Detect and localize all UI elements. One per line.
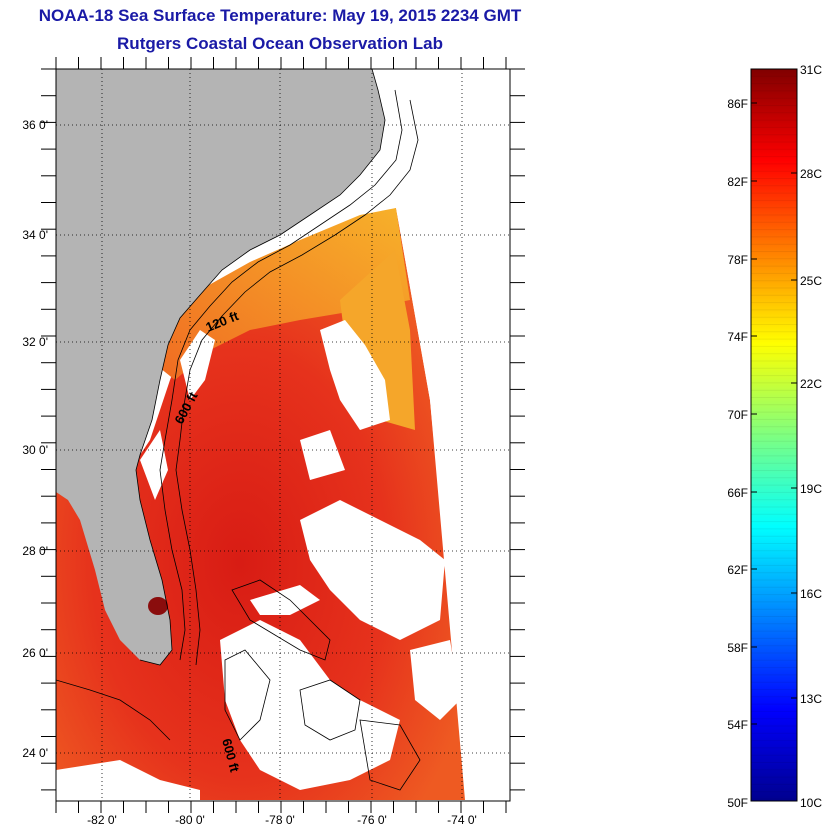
colorbar-ticks [751, 102, 797, 725]
c-label-22: 22C [800, 377, 822, 391]
map-frame [55, 68, 511, 802]
f-label-58: 58F [727, 641, 748, 655]
c-label-19: 19C [800, 482, 822, 496]
lat-labels: 36 0' 34 0' 32 0' 30 0' 28 0' 26 0' 24 0… [22, 118, 48, 760]
lon-label-82: -82 0' [87, 813, 117, 827]
c-label-25: 25C [800, 274, 822, 288]
lat-label-30: 30 0' [22, 443, 48, 457]
c-label-16: 16C [800, 587, 822, 601]
cloud-mask [56, 320, 460, 800]
no-data-region [396, 69, 510, 801]
f-label-74: 74F [727, 330, 748, 344]
lat-label-36: 36 0' [22, 118, 48, 132]
contour-120ft [159, 89, 403, 661]
f-label-62: 62F [727, 563, 748, 577]
f-label-86: 86F [727, 97, 748, 111]
colorbar-f-labels: 86F 82F 78F 74F 70F 66F 62F 58F 54F 50F [727, 97, 748, 810]
lon-label-78: -78 0' [265, 813, 295, 827]
map-subtitle: Rutgers Coastal Ocean Observation Lab [117, 34, 443, 53]
lon-label-74: -74 0' [447, 813, 477, 827]
isobath-contours [56, 69, 421, 791]
c-label-13: 13C [800, 692, 822, 706]
lat-label-32: 32 0' [22, 335, 48, 349]
colorbar-gradient [751, 69, 797, 801]
lat-label-34: 34 0' [22, 228, 48, 242]
c-label-10: 10C [800, 796, 822, 810]
colorbar: 86F 82F 78F 74F 70F 66F 62F 58F 54F 50F … [727, 63, 822, 810]
contour-600ft [175, 99, 419, 666]
map-title: NOAA-18 Sea Surface Temperature: May 19,… [38, 6, 522, 25]
f-label-54: 54F [727, 718, 748, 732]
f-label-82: 82F [727, 175, 748, 189]
colorbar-c-labels: 31C 28C 25C 22C 19C 16C 13C 10C [800, 63, 822, 810]
f-label-66: 66F [727, 486, 748, 500]
c-label-31: 31C [800, 63, 822, 77]
c-label-28: 28C [800, 167, 822, 181]
f-label-78: 78F [727, 253, 748, 267]
f-label-70: 70F [727, 408, 748, 422]
map-ticks [41, 57, 525, 813]
lake-okeechobee [148, 597, 168, 615]
lat-label-24: 24 0' [22, 746, 48, 760]
land-north-america [56, 69, 385, 665]
colorbar-frame [750, 68, 798, 802]
coastline [135, 69, 386, 666]
colorbar-bands [751, 68, 797, 800]
lon-label-80: -80 0' [175, 813, 205, 827]
lat-label-28: 28 0' [22, 544, 48, 558]
sst-map [56, 69, 510, 801]
lon-label-76: -76 0' [357, 813, 387, 827]
lat-label-26: 26 0' [22, 646, 48, 660]
lon-labels: -82 0' -80 0' -78 0' -76 0' -74 0' [87, 813, 477, 827]
f-label-50: 50F [727, 796, 748, 810]
